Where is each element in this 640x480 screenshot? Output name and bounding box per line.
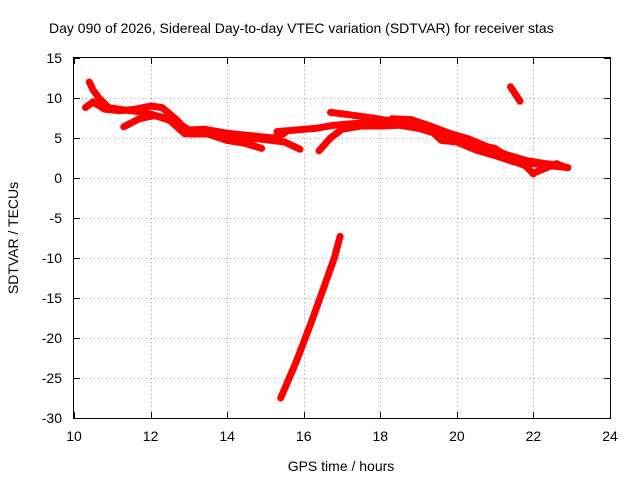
x-tick-label: 12 [143, 428, 159, 444]
series-layer [82, 78, 572, 402]
y-tick-label: 0 [54, 170, 62, 186]
series-arc-10 [277, 232, 344, 402]
x-tick-label: 16 [296, 428, 312, 444]
x-tick-label: 24 [602, 428, 618, 444]
series-arc-7 [388, 115, 564, 169]
y-tick-label: 5 [54, 130, 62, 146]
grid-layer [74, 58, 610, 418]
y-tick-label: 15 [46, 50, 62, 66]
x-tick-label: 18 [372, 428, 388, 444]
y-axis-label: SDTVAR / TECUs [5, 182, 21, 294]
y-tick-label: -5 [50, 210, 63, 226]
chart-title: Day 090 of 2026, Sidereal Day-to-day VTE… [49, 20, 554, 36]
plot-frame [73, 57, 611, 419]
y-tick-label: -25 [42, 370, 62, 386]
tick-layer [74, 58, 611, 419]
series-arc-2 [82, 98, 266, 152]
y-tick-label: 10 [46, 90, 62, 106]
x-tick-label: 14 [219, 428, 235, 444]
tick-label-layer: 10 12 14 16 18 20 22 24 15 10 5 0 -5 -10 -15 -20 -25 -30 [42, 50, 618, 444]
x-tick-label: 20 [449, 428, 465, 444]
x-axis-label: GPS time / hours [288, 458, 395, 474]
y-tick-label: -20 [42, 330, 62, 346]
x-tick-label: 22 [526, 428, 542, 444]
y-tick-label: -30 [42, 410, 62, 426]
series-arc-9 [507, 83, 524, 105]
series-arc-3 [120, 112, 289, 142]
series-arc-8 [529, 160, 568, 177]
y-tick-label: -10 [42, 250, 62, 266]
y-tick-label: -15 [42, 290, 62, 306]
series-arc-6 [327, 108, 537, 178]
x-tick-label: 10 [66, 428, 82, 444]
